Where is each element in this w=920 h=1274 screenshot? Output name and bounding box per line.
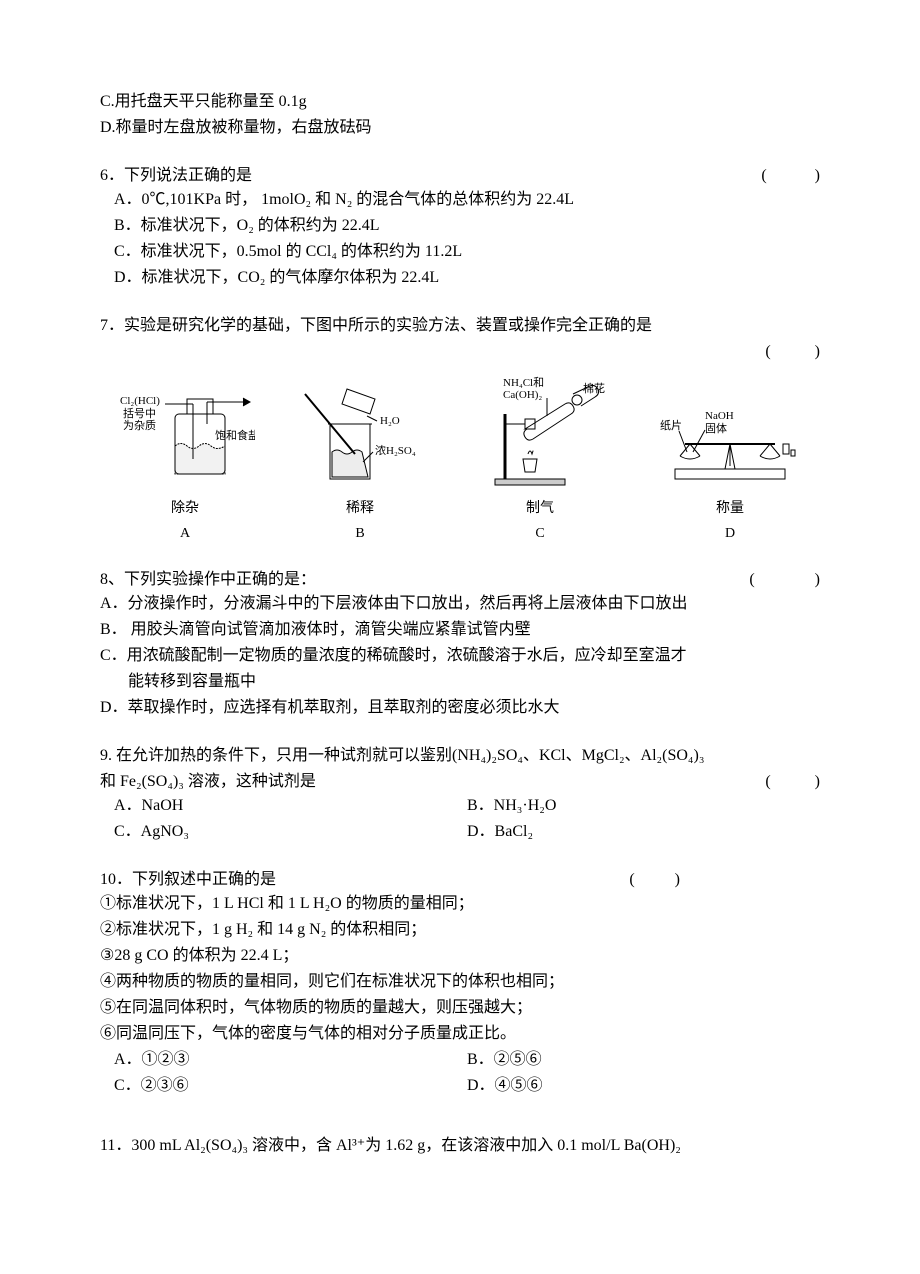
- diag-c-caption: 制气: [526, 498, 554, 519]
- diag-a-label-impurity: 为杂质: [123, 419, 156, 432]
- diag-c-letter: C: [535, 523, 544, 544]
- q7-paren: ( ): [765, 340, 820, 364]
- q10-s3: ③28 g CO 的体积为 22.4 L；: [100, 944, 820, 968]
- q9-option-b: B．NH₃·H₂O: [467, 794, 820, 818]
- diag-d-letter: D: [725, 523, 735, 544]
- q10-option-a: A．①②③: [114, 1048, 467, 1072]
- diag-d-label-solid: 固体: [705, 421, 727, 435]
- intro-fragment: C.用托盘天平只能称量至 0.1g D.称量时左盘放被称量物，右盘放砝码: [100, 90, 820, 140]
- q10-option-c: C．②③⑥: [114, 1074, 467, 1098]
- diag-b-label-h2so4: 浓H₂SO₄: [375, 444, 416, 457]
- q11-line1: 11．300 mL Al₂(SO₄)₃ 溶液中，含 Al³⁺为 1.62 g，在…: [100, 1134, 820, 1158]
- intro-line-d: D.称量时左盘放被称量物，右盘放砝码: [100, 116, 820, 140]
- q10-s4: ④两种物质的物质的量相同，则它们在标准状况下的体积也相同；: [100, 970, 820, 994]
- q6-option-c: C．标准状况下，0.5mol 的 CCl₄ 的体积约为 11.2L: [100, 240, 820, 264]
- diag-a-label-bracket: 括号中: [123, 406, 156, 420]
- diag-a-letter: A: [180, 523, 190, 544]
- q10-s2: ②标准状况下，1 g H₂ 和 14 g N₂ 的体积相同；: [100, 918, 820, 942]
- q9-option-c: C．AgNO₃: [114, 820, 467, 844]
- diagram-d-svg: 纸片 NaOH 固体: [655, 394, 805, 494]
- diag-d-label-naoh: NaOH: [705, 410, 734, 422]
- diag-b-caption: 稀释: [346, 498, 374, 519]
- q8-header: 8、下列实验操作中正确的是：: [100, 568, 316, 592]
- q10-option-d: D．④⑤⑥: [467, 1074, 820, 1098]
- question-10: 10．下列叙述中正确的是 ( ) ①标准状况下，1 L HCl 和 1 L H₂…: [100, 868, 820, 1098]
- diagram-c-svg: NH₄Cl和 Ca(OH)₂ 棉花: [465, 374, 615, 494]
- question-9: 9. 在允许加热的条件下，只用一种试剂就可以鉴别(NH₄)₂SO₄、KCl、Mg…: [100, 744, 820, 844]
- question-8: 8、下列实验操作中正确的是： ( ) A．分液操作时，分液漏斗中的下层液体由下口…: [100, 568, 820, 720]
- q9-line1: 9. 在允许加热的条件下，只用一种试剂就可以鉴别(NH₄)₂SO₄、KCl、Mg…: [100, 744, 820, 768]
- diag-a-caption: 除杂: [171, 498, 199, 519]
- q9-line2: 和 Fe₂(SO₄)₃ 溶液，这种试剂是: [100, 770, 316, 794]
- q6-option-a: A．0℃,101KPa 时， 1molO₂ 和 N₂ 的混合气体的总体积约为 2…: [100, 188, 820, 212]
- diag-b-label-h2o: H₂O: [380, 415, 400, 427]
- q10-header: 10．下列叙述中正确的是: [100, 868, 276, 892]
- q7-diagram-a: Cl₂(HCl) 括号中 为杂质 饱和食盐水 除杂: [115, 384, 255, 544]
- q7-diagrams: Cl₂(HCl) 括号中 为杂质 饱和食盐水 除杂: [100, 374, 820, 544]
- diag-a-label-brine: 饱和食盐水: [215, 428, 255, 442]
- q6-option-b: B．标准状况下，O₂ 的体积约为 22.4L: [100, 214, 820, 238]
- question-6: 6．下列说法正确的是 ( ) A．0℃,101KPa 时， 1molO₂ 和 N…: [100, 164, 820, 290]
- q6-header: 6．下列说法正确的是: [100, 164, 252, 188]
- diagram-b-svg: H₂O 浓H₂SO₄: [295, 384, 425, 494]
- q8-paren: ( ): [749, 568, 820, 592]
- q10-s5: ⑤在同温同体积时，气体物质的物质的量越大，则压强越大；: [100, 996, 820, 1020]
- q7-diagram-b: H₂O 浓H₂SO₄ 稀释 B: [295, 384, 425, 544]
- q8-option-b: B． 用胶头滴管向试管滴加液体时，滴管尖端应紧靠试管内壁: [100, 618, 820, 642]
- question-7: 7．实验是研究化学的基础，下图中所示的实验方法、装置或操作完全正确的是 ( ) …: [100, 314, 820, 544]
- diag-a-label-cl2: Cl₂(HCl): [120, 395, 160, 407]
- q7-diagram-d: 纸片 NaOH 固体 称量 D: [655, 394, 805, 544]
- question-11: 11．300 mL Al₂(SO₄)₃ 溶液中，含 Al³⁺为 1.62 g，在…: [100, 1134, 820, 1158]
- q9-option-a: A．NaOH: [114, 794, 467, 818]
- q9-paren: ( ): [765, 770, 820, 794]
- q9-option-d: D．BaCl₂: [467, 820, 820, 844]
- q8-option-c-line2: 能转移到容量瓶中: [100, 670, 820, 694]
- q8-option-c-line1: C．用浓硫酸配制一定物质的量浓度的稀硫酸时，浓硫酸溶于水后，应冷却至室温才: [100, 644, 820, 668]
- diag-d-caption: 称量: [716, 498, 744, 519]
- q10-s1: ①标准状况下，1 L HCl 和 1 L H₂O 的物质的量相同；: [100, 892, 820, 916]
- diag-c-label-caoh: Ca(OH)₂: [503, 389, 542, 401]
- q8-option-d: D．萃取操作时，应选择有机萃取剂，且萃取剂的密度必须比水大: [100, 696, 820, 720]
- q7-diagram-c: NH₄Cl和 Ca(OH)₂ 棉花 制气 C: [465, 374, 615, 544]
- diag-b-letter: B: [355, 523, 364, 544]
- diag-c-label-nhcl: NH₄Cl和: [503, 376, 544, 389]
- diag-c-label-cotton: 棉花: [583, 381, 605, 395]
- diagram-a-svg: Cl₂(HCl) 括号中 为杂质 饱和食盐水: [115, 384, 255, 494]
- q7-header: 7．实验是研究化学的基础，下图中所示的实验方法、装置或操作完全正确的是: [100, 314, 820, 338]
- q10-option-b: B．②⑤⑥: [467, 1048, 820, 1072]
- intro-line-c: C.用托盘天平只能称量至 0.1g: [100, 90, 820, 114]
- q6-paren: ( ): [761, 164, 820, 188]
- q8-option-a: A．分液操作时，分液漏斗中的下层液体由下口放出，然后再将上层液体由下口放出: [100, 592, 820, 616]
- q10-s6: ⑥同温同压下，气体的密度与气体的相对分子质量成正比。: [100, 1022, 820, 1046]
- q6-option-d: D．标准状况下，CO₂ 的气体摩尔体积为 22.4L: [100, 266, 820, 290]
- q10-paren: ( ): [629, 868, 680, 892]
- diag-d-label-paper: 纸片: [660, 419, 682, 432]
